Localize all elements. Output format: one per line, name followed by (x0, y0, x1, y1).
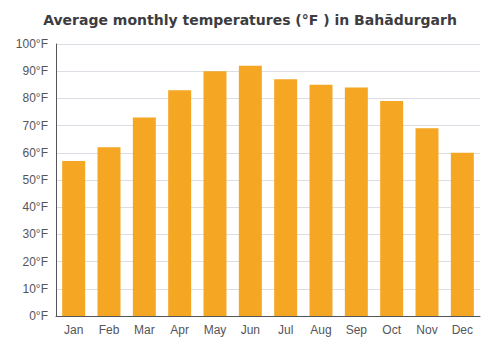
svg-text:70°F: 70°F (23, 119, 48, 133)
svg-text:50°F: 50°F (23, 173, 48, 187)
svg-text:Sep: Sep (346, 323, 368, 337)
svg-text:90°F: 90°F (23, 64, 48, 78)
svg-text:0°F: 0°F (29, 309, 48, 323)
svg-text:Jul: Jul (278, 323, 293, 337)
svg-text:Feb: Feb (99, 323, 120, 337)
svg-text:Oct: Oct (382, 323, 401, 337)
svg-text:40°F: 40°F (23, 200, 48, 214)
svg-text:Aug: Aug (310, 323, 331, 337)
svg-text:10°F: 10°F (23, 282, 48, 296)
svg-text:60°F: 60°F (23, 146, 48, 160)
svg-text:Mar: Mar (134, 323, 155, 337)
svg-text:Apr: Apr (170, 323, 189, 337)
svg-text:30°F: 30°F (23, 227, 48, 241)
svg-text:100°F: 100°F (16, 37, 48, 51)
svg-text:Nov: Nov (416, 323, 437, 337)
svg-text:Jun: Jun (241, 323, 260, 337)
svg-text:Jan: Jan (64, 323, 83, 337)
svg-text:Dec: Dec (452, 323, 473, 337)
svg-text:Average monthly temperatures (: Average monthly temperatures (°F ) in Ba… (43, 12, 457, 28)
svg-text:20°F: 20°F (23, 255, 48, 269)
svg-text:May: May (204, 323, 227, 337)
svg-text:80°F: 80°F (23, 91, 48, 105)
